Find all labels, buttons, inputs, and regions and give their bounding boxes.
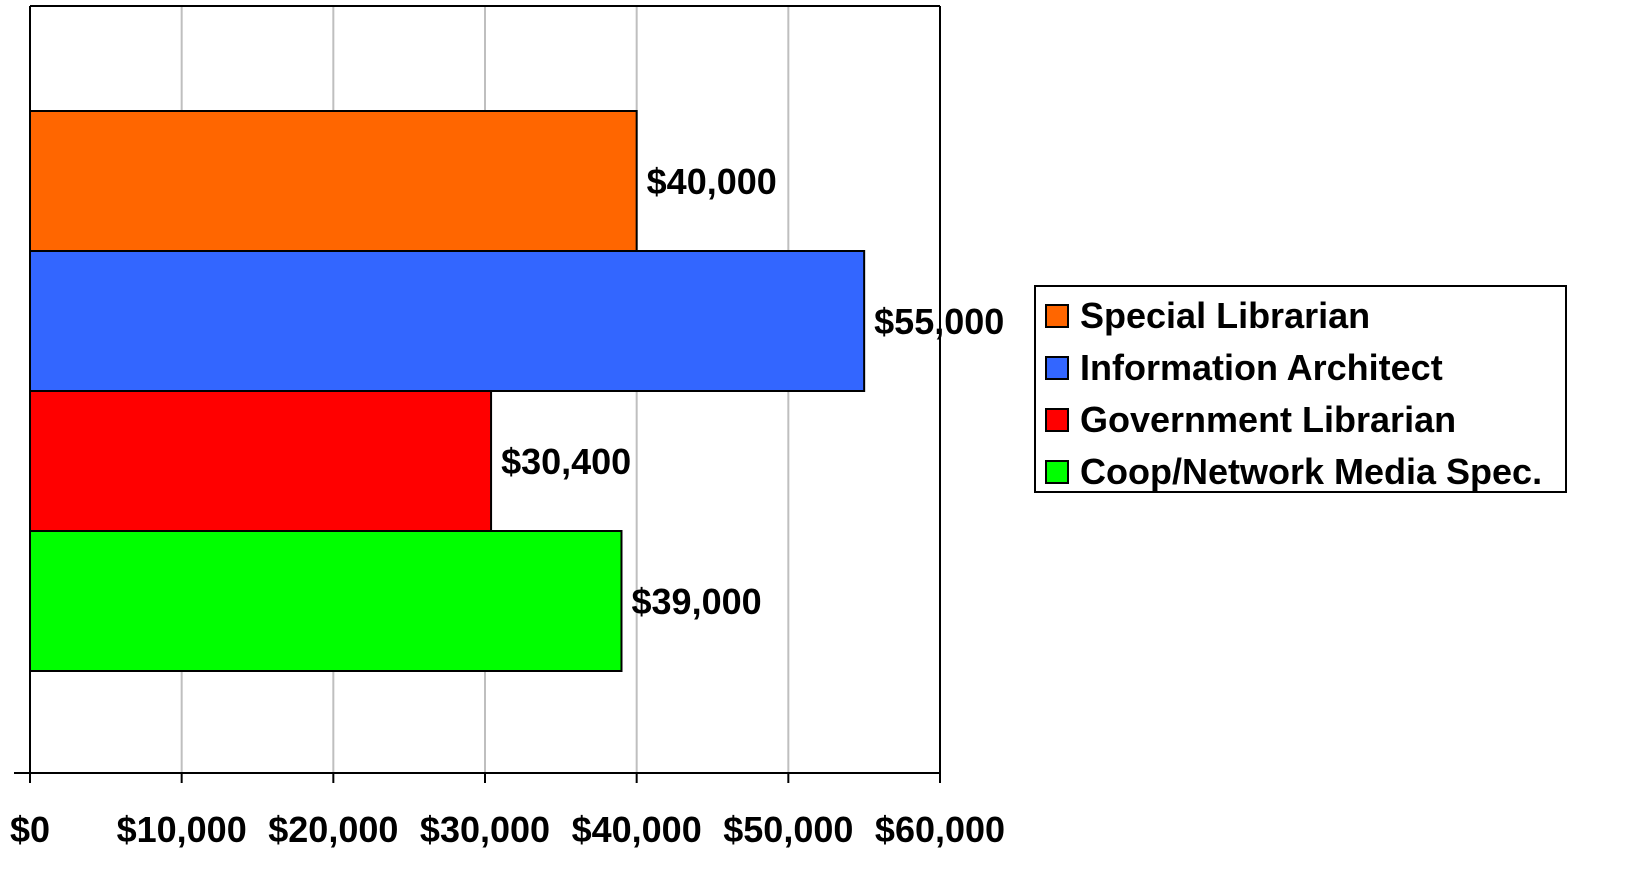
data-label: $55,000 <box>874 301 1004 342</box>
x-axis-tick-labels: $0 $10,000 $20,000 $30,000 $40,000 $50,000 $60… <box>10 809 1005 850</box>
legend-swatch <box>1045 460 1069 484</box>
x-tick-label: $50,000 <box>723 809 853 850</box>
x-tick-label: $20,000 <box>268 809 398 850</box>
legend-swatch <box>1045 356 1069 380</box>
bar <box>29 390 493 532</box>
legend-box <box>1034 285 1567 493</box>
legend-label: Special Librarian <box>1080 295 1370 336</box>
x-tick-label: $10,000 <box>117 809 247 850</box>
bar <box>29 110 638 252</box>
bar <box>29 250 866 392</box>
x-tick-label: $60,000 <box>875 809 1005 850</box>
legend-label: Coop/Network Media Spec. <box>1080 451 1542 492</box>
x-tick-label: $30,000 <box>420 809 550 850</box>
legend: Special Librarian Information Architect Go… <box>1034 285 1567 493</box>
axes <box>14 5 941 783</box>
bar <box>29 530 623 672</box>
x-tick-label: $40,000 <box>572 809 702 850</box>
legend-label: Information Architect <box>1080 347 1443 388</box>
data-label: $30,400 <box>501 441 631 482</box>
legend-swatch <box>1045 304 1069 328</box>
x-tick-label: $0 <box>10 809 50 850</box>
bars <box>29 110 866 672</box>
data-label: $39,000 <box>632 581 762 622</box>
legend-swatch <box>1045 408 1069 432</box>
data-labels: $40,000 $55,000 $30,400 $39,000 <box>501 161 1004 622</box>
data-label: $40,000 <box>647 161 777 202</box>
legend-label: Government Librarian <box>1080 399 1456 440</box>
